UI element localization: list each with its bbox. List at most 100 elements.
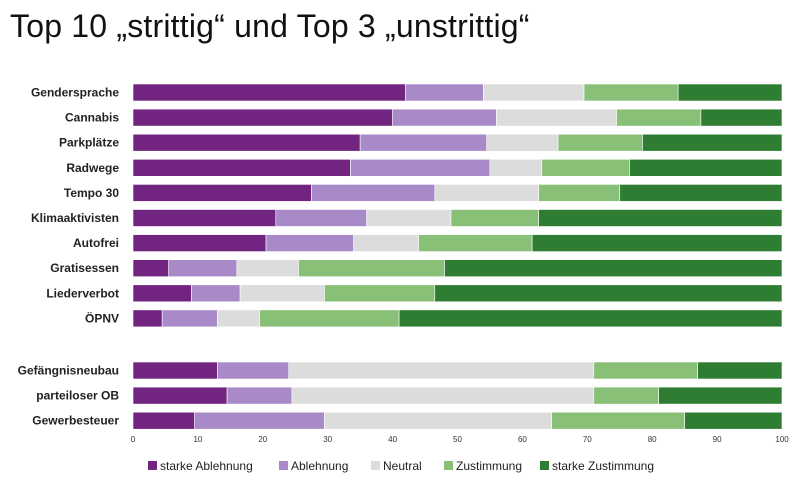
bars-layer	[132, 83, 783, 430]
bar-segment-parkplaetze-neutral	[486, 133, 559, 152]
bar-segment-klimaaktivisten-ablehnung	[275, 209, 367, 227]
x-tick-label-40: 40	[388, 435, 397, 444]
bar-segment-gewerbesteuer-starke-ablehnung	[132, 411, 195, 430]
bar-segment-radwege-starke-zustimmung	[629, 159, 783, 177]
legend-swatch-starke-zustimmung	[540, 461, 549, 470]
bar-segment-gratisessen-starke-zustimmung	[444, 259, 783, 278]
bar-segment-parteiloser-ob-zustimmung	[593, 386, 659, 405]
bar-segment-autofrei-neutral	[353, 234, 419, 252]
bar-segment-parteiloser-ob-neutral	[291, 386, 595, 405]
bar-segment-tempo-30-starke-ablehnung	[132, 184, 312, 202]
bar-segment-gendersprache-starke-ablehnung	[132, 83, 406, 102]
x-axis: 0 10 20 30 40 50 60 70 80 90 100	[131, 435, 789, 444]
category-label-parkplaetze: Parkplätze	[59, 136, 119, 150]
bar-segment-klimaaktivisten-neutral	[366, 209, 452, 227]
category-label-gewerbesteuer: Gewerbesteuer	[32, 414, 119, 428]
chart-title: Top 10 „strittig“ und Top 3 „unstrittig“	[10, 8, 530, 44]
bar-segment-autofrei-zustimmung	[418, 234, 533, 252]
bar-segment-gewerbesteuer-ablehnung	[194, 411, 325, 430]
bar-segment-gewerbesteuer-starke-zustimmung	[684, 411, 783, 430]
bar-segment-liederverbot-ablehnung	[191, 284, 241, 303]
x-tick-label-60: 60	[518, 435, 527, 444]
bar-segment-gendersprache-zustimmung	[583, 83, 679, 102]
bar-segment-liederverbot-starke-ablehnung	[132, 284, 192, 303]
legend: starke Ablehnung Ablehnung Neutral Zustimmu…	[148, 459, 654, 473]
legend-label-neutral: Neutral	[383, 459, 422, 473]
x-tick-label-70: 70	[583, 435, 592, 444]
bar-segment-parkplaetze-starke-ablehnung	[132, 133, 361, 152]
legend-label-zustimmung: Zustimmung	[456, 459, 522, 473]
bar-segment-klimaaktivisten-starke-ablehnung	[132, 209, 277, 227]
legend-swatch-ablehnung	[279, 461, 288, 470]
bar-segment-gefaengnisneubau-neutral	[288, 361, 595, 380]
bar-segment-cannabis-starke-zustimmung	[700, 108, 783, 127]
bar-segment-radwege-neutral	[489, 159, 543, 177]
bar-segment-gendersprache-ablehnung	[405, 83, 484, 102]
legend-swatch-starke-ablehnung	[148, 461, 157, 470]
bar-segment-cannabis-starke-ablehnung	[132, 108, 393, 127]
bar-segment-klimaaktivisten-zustimmung	[450, 209, 539, 227]
bar-segment-oepnv-ablehnung	[161, 309, 218, 328]
x-tick-label-80: 80	[648, 435, 657, 444]
bar-segment-klimaaktivisten-starke-zustimmung	[538, 209, 783, 227]
legend-swatch-neutral	[371, 461, 380, 470]
bar-segment-liederverbot-zustimmung	[324, 284, 436, 303]
bar-segment-parteiloser-ob-starke-ablehnung	[132, 386, 228, 405]
x-tick-label-50: 50	[453, 435, 462, 444]
category-label-gratisessen: Gratisessen	[50, 261, 119, 275]
bar-segment-cannabis-zustimmung	[616, 108, 702, 127]
bar-segment-oepnv-starke-ablehnung	[132, 309, 163, 328]
bar-segment-tempo-30-starke-zustimmung	[619, 184, 783, 202]
category-label-oepnv: ÖPNV	[85, 310, 119, 325]
category-label-parteiloser-ob: parteiloser OB	[36, 389, 119, 403]
bar-segment-gefaengnisneubau-ablehnung	[217, 361, 290, 380]
bar-segment-gewerbesteuer-zustimmung	[551, 411, 685, 430]
category-label-tempo-30: Tempo 30	[64, 186, 119, 200]
bar-segment-autofrei-ablehnung	[265, 234, 354, 252]
category-label-cannabis: Cannabis	[65, 111, 119, 125]
bar-segment-parkplaetze-zustimmung	[557, 133, 643, 152]
legend-label-starke-zustimmung: starke Zustimmung	[552, 459, 654, 473]
bar-segment-gratisessen-neutral	[236, 259, 299, 278]
bar-segment-autofrei-starke-zustimmung	[531, 234, 783, 252]
bar-segment-tempo-30-zustimmung	[538, 184, 621, 202]
bar-segment-gewerbesteuer-neutral	[324, 411, 552, 430]
x-tick-label-0: 0	[131, 435, 136, 444]
bar-segment-tempo-30-ablehnung	[311, 184, 436, 202]
bar-segment-gratisessen-ablehnung	[168, 259, 238, 278]
x-tick-label-20: 20	[258, 435, 267, 444]
category-label-autofrei: Autofrei	[73, 236, 119, 250]
bar-segment-parteiloser-ob-starke-zustimmung	[658, 386, 783, 405]
bar-segment-gratisessen-zustimmung	[298, 259, 445, 278]
bar-segment-gendersprache-starke-zustimmung	[677, 83, 783, 102]
bar-segment-gefaengnisneubau-starke-zustimmung	[697, 361, 783, 380]
bar-segment-gratisessen-starke-ablehnung	[132, 259, 169, 278]
bar-segment-cannabis-neutral	[496, 108, 617, 127]
x-tick-label-90: 90	[713, 435, 722, 444]
legend-label-starke-ablehnung: starke Ablehnung	[160, 459, 253, 473]
category-label-liederverbot: Liederverbot	[46, 286, 119, 300]
bar-segment-oepnv-zustimmung	[259, 309, 400, 328]
bar-segment-oepnv-neutral	[217, 309, 260, 328]
bar-segment-radwege-ablehnung	[350, 159, 491, 177]
bar-segment-gendersprache-neutral	[483, 83, 585, 102]
bar-segment-liederverbot-starke-zustimmung	[434, 284, 783, 303]
bar-segment-tempo-30-neutral	[434, 184, 539, 202]
category-label-gefaengnisneubau: Gefängnisneubau	[18, 364, 119, 378]
bar-segment-radwege-zustimmung	[541, 159, 630, 177]
category-label-gendersprache: Gendersprache	[31, 86, 119, 100]
bar-segment-radwege-starke-ablehnung	[132, 159, 351, 177]
bar-segment-parkplaetze-starke-zustimmung	[642, 133, 783, 152]
bar-segment-parkplaetze-ablehnung	[359, 133, 488, 152]
x-tick-label-10: 10	[193, 435, 202, 444]
bar-segment-liederverbot-neutral	[239, 284, 325, 303]
bar-segment-parteiloser-ob-ablehnung	[226, 386, 293, 405]
bar-segment-autofrei-starke-ablehnung	[132, 234, 267, 252]
x-tick-label-30: 30	[323, 435, 332, 444]
bar-segment-gefaengnisneubau-zustimmung	[593, 361, 698, 380]
category-labels: Gendersprache Cannabis Parkplätze Radwege Te…	[18, 86, 120, 428]
legend-label-ablehnung: Ablehnung	[291, 459, 348, 473]
x-tick-label-100: 100	[775, 435, 789, 444]
bar-segment-gefaengnisneubau-starke-ablehnung	[132, 361, 218, 380]
